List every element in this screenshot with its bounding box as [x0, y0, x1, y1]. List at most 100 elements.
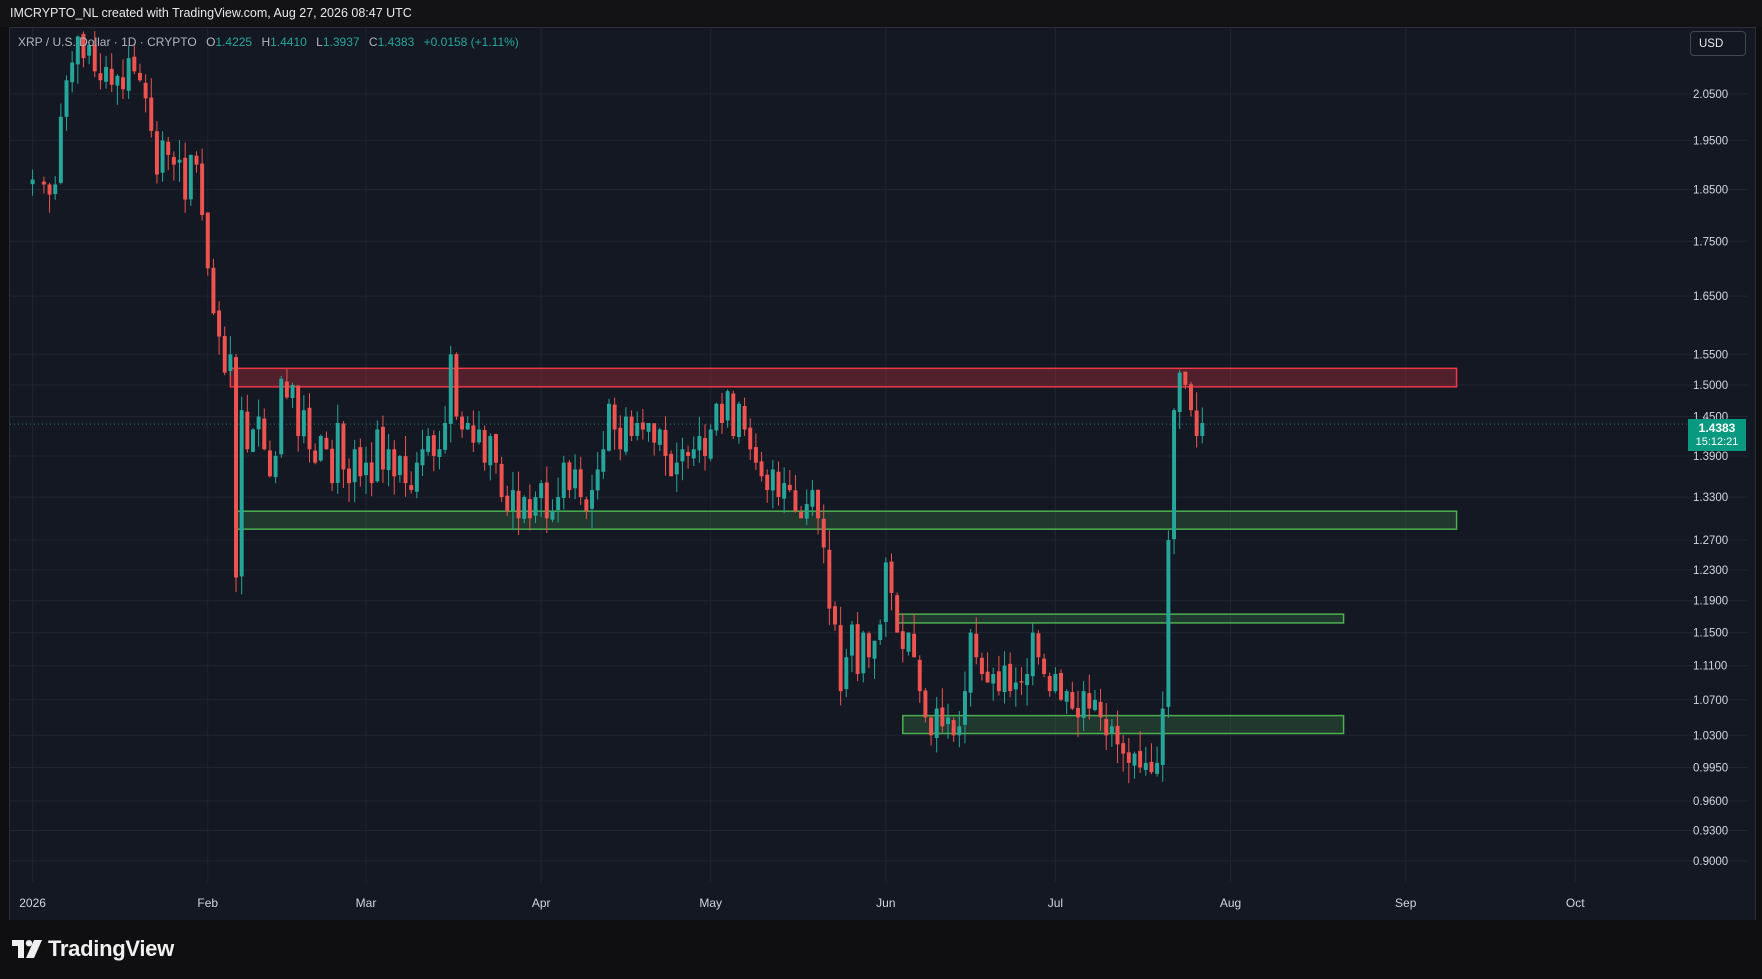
candle-body	[234, 357, 239, 578]
candle-body	[403, 456, 408, 484]
candle-body	[951, 720, 956, 736]
bar-countdown: 15:12:21	[1695, 436, 1739, 448]
attribution-bar: IMCRYPTO_NL created with TradingView.com…	[0, 0, 1762, 27]
candle-body	[1166, 540, 1171, 707]
candle-body	[618, 427, 623, 450]
candle-body	[431, 435, 436, 456]
candle-body	[335, 423, 340, 483]
candle-body	[1064, 691, 1069, 702]
candle-body	[646, 423, 651, 432]
y-tick-label: 1.1500	[1693, 628, 1728, 640]
tradingview-logo[interactable]: TradingView	[12, 936, 174, 962]
candle-body	[1121, 743, 1126, 754]
candle-body	[985, 671, 990, 683]
candle-body	[968, 632, 973, 693]
candle-body	[256, 416, 261, 430]
candle-body	[239, 410, 244, 577]
x-tick-label: Mar	[356, 896, 377, 910]
candle-body	[1160, 708, 1165, 765]
symbol-title: XRP / U.S. Dollar · 1D · CRYPTO	[18, 35, 197, 49]
candle-body	[318, 436, 323, 461]
resistance-zone	[229, 367, 1458, 388]
candle-body	[663, 429, 668, 456]
x-tick-label: 2026	[19, 896, 46, 910]
y-tick-label: 0.9600	[1693, 796, 1728, 808]
y-tick-label: 1.9500	[1693, 135, 1728, 147]
candle-body	[1053, 674, 1058, 692]
candlestick-chart[interactable]: 2.0500 1.9500 1.8500 1.7500 1.6500 1.5500 1.50…	[0, 0, 1762, 920]
candle-body	[810, 490, 815, 507]
candle-body	[657, 429, 662, 445]
candle-body	[866, 633, 871, 658]
candle-body	[1081, 691, 1086, 718]
candle-body	[341, 423, 346, 470]
y-tick-label: 0.9300	[1693, 825, 1728, 837]
candle-body	[550, 511, 555, 520]
candle-body	[477, 429, 481, 443]
candle-body	[787, 484, 792, 491]
close-label: C	[368, 35, 378, 49]
candle-body	[912, 633, 917, 658]
y-tick-label: 0.9000	[1693, 856, 1728, 868]
open-value: 1.4225	[215, 35, 253, 49]
candle-body	[347, 468, 352, 484]
low-label: L	[316, 35, 323, 49]
x-tick-label: Aug	[1220, 896, 1241, 910]
candle-body	[392, 449, 397, 477]
candle-body	[53, 184, 58, 195]
candle-body	[471, 425, 476, 443]
candle-body	[109, 68, 114, 85]
candle-body	[844, 657, 849, 690]
last-price: 1.4383	[1698, 421, 1736, 435]
candle-body	[222, 336, 227, 373]
tradingview-logo-icon	[12, 940, 42, 958]
candle-body	[47, 184, 52, 195]
candle-body	[731, 393, 736, 437]
candle-body	[623, 416, 628, 452]
candle-body	[1070, 692, 1075, 709]
candle-body	[516, 490, 521, 519]
candle-body	[437, 449, 442, 458]
candle-body	[443, 423, 448, 450]
candle-body	[273, 455, 278, 478]
candle-body	[296, 385, 301, 437]
candle-body	[827, 549, 832, 609]
candle-body	[821, 518, 826, 548]
chart-pane[interactable]	[9, 27, 1756, 922]
candle-body	[1183, 371, 1188, 385]
currency-button[interactable]: USD	[1690, 31, 1746, 56]
x-tick-label: Sep	[1395, 896, 1417, 910]
candle-body	[154, 131, 159, 175]
price-axis: 2.0500 1.9500 1.8500 1.7500 1.6500 1.5500 1.50…	[1693, 89, 1728, 868]
candle-body	[782, 483, 787, 499]
candle-body	[1194, 410, 1199, 437]
candle-body	[301, 410, 306, 437]
candle-body	[872, 640, 877, 659]
candle-body	[188, 154, 193, 200]
candle-body	[979, 657, 984, 675]
support-zone	[896, 613, 1345, 624]
candle-body	[861, 632, 866, 674]
candle-body	[590, 490, 594, 509]
candle-body	[493, 434, 498, 463]
candle-body	[1042, 658, 1047, 675]
candle-body	[833, 606, 837, 625]
candle-body	[1104, 719, 1109, 736]
y-tick-label: 1.3300	[1693, 492, 1728, 504]
candle-body	[369, 462, 374, 484]
candle-body	[426, 436, 431, 452]
y-tick-label: 1.1900	[1693, 596, 1728, 608]
candle-body	[1126, 752, 1131, 763]
candle-body	[397, 455, 402, 476]
candle-body	[573, 469, 578, 489]
candle-body	[1025, 674, 1030, 686]
change-value: +0.0158 (+1.11%)	[423, 35, 519, 49]
candle-body	[420, 449, 425, 466]
candle-body	[1076, 707, 1080, 718]
candle-body	[1008, 663, 1013, 692]
candle-body	[58, 116, 63, 183]
candle-body	[1115, 725, 1120, 745]
candle-body	[923, 690, 928, 718]
candle-body	[1138, 750, 1143, 768]
candle-body	[753, 447, 758, 463]
